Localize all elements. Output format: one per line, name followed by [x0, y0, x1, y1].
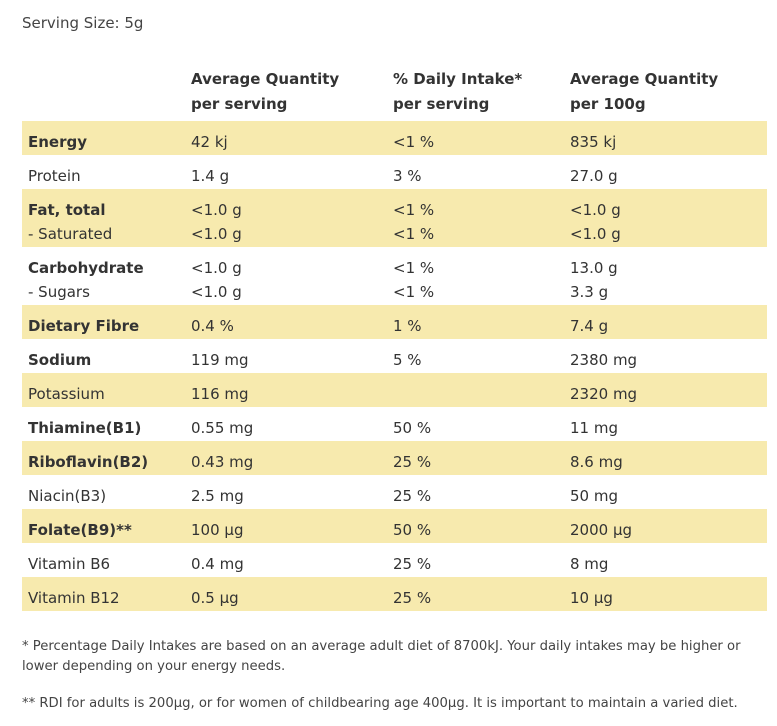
per-100g-value: 8 mg: [570, 555, 609, 573]
value-sub: 3.3 g: [570, 283, 609, 301]
per-100g-value: 2000 µg: [570, 521, 633, 539]
footnote-daily-intake: * Percentage Daily Intakes are based on …: [22, 639, 741, 674]
serving-size: Serving Size: 5g: [22, 14, 144, 32]
nutrient-sub: - Saturated: [28, 225, 113, 243]
value-main: <1.0 g: [570, 201, 621, 219]
table-row: Vitamin B6 0.4 mg 25 % 8 mg: [22, 543, 767, 577]
daily-intake-value: 1 %: [393, 317, 422, 335]
nutrient-sub: - Sugars: [28, 283, 90, 301]
daily-intake-value: 5 %: [393, 351, 422, 369]
value-main: <1.0 g: [191, 259, 242, 277]
nutrient-name: Carbohydrate - Sugars: [28, 256, 144, 304]
header-line: Average Quantity: [570, 70, 719, 88]
header-daily-intake: % Daily Intake* per serving: [393, 67, 522, 117]
table-row: Folate(B9)** 100 µg 50 % 2000 µg: [22, 509, 767, 543]
table-row: Riboflavin(B2) 0.43 mg 25 % 8.6 mg: [22, 441, 767, 475]
table-row: Potassium 116 mg 2320 mg: [22, 373, 767, 407]
daily-intake-value: <1 %: [393, 133, 435, 151]
per-100g-value: 2320 mg: [570, 385, 638, 403]
value-main: <1 %: [393, 259, 435, 277]
value-main: <1 %: [393, 201, 435, 219]
header-avg-qty-per-100g: Average Quantity per 100g: [570, 67, 718, 117]
per-100g-value: 2380 mg: [570, 351, 638, 369]
daily-intake-value: 25 %: [393, 589, 432, 607]
per-serving-value: 0.4 %: [191, 317, 234, 335]
per-100g-value: 8.6 mg: [570, 453, 623, 471]
nutrient-name: Sodium: [28, 351, 92, 369]
per-serving-value: 0.4 mg: [191, 555, 244, 573]
nutrient-main: Carbohydrate: [28, 259, 144, 277]
daily-intake-value: 25 %: [393, 555, 432, 573]
per-serving-value: 116 mg: [191, 385, 249, 403]
value-main: <1.0 g: [191, 201, 242, 219]
daily-intake-value: 50 %: [393, 521, 432, 539]
per-serving-value: <1.0 g <1.0 g: [191, 198, 242, 246]
table-row: Carbohydrate - Sugars <1.0 g <1.0 g <1 %…: [22, 247, 767, 305]
nutrient-main: Fat, total: [28, 201, 106, 219]
per-serving-value: 42 kj: [191, 133, 228, 151]
value-sub: <1 %: [393, 283, 435, 301]
daily-intake-value: <1 % <1 %: [393, 256, 434, 304]
table-row: Sodium 119 mg 5 % 2380 mg: [22, 339, 767, 373]
per-serving-value: 2.5 mg: [191, 487, 244, 505]
daily-intake-value: <1 % <1 %: [393, 198, 434, 246]
per-serving-value: 0.43 mg: [191, 453, 254, 471]
header-line: % Daily Intake*: [393, 70, 523, 88]
nutrient-name: Potassium: [28, 385, 105, 403]
nutrient-name: Dietary Fibre: [28, 317, 140, 335]
nutrient-name: Protein: [28, 167, 81, 185]
nutrient-name: Fat, total - Saturated: [28, 198, 112, 246]
nutrition-table: Energy 42 kj <1 % 835 kj Protein 1.4 g 3…: [22, 121, 767, 611]
per-100g-value: 7.4 g: [570, 317, 609, 335]
nutrient-name: Niacin(B3): [28, 487, 107, 505]
footnote-rdi: ** RDI for adults is 200µg, or for women…: [22, 696, 738, 711]
per-serving-value: 1.4 g: [191, 167, 230, 185]
per-serving-value: 100 µg: [191, 521, 244, 539]
per-100g-value: 10 µg: [570, 589, 613, 607]
daily-intake-value: 3 %: [393, 167, 422, 185]
per-100g-value: 13.0 g 3.3 g: [570, 256, 618, 304]
per-serving-value: 119 mg: [191, 351, 249, 369]
value-sub: <1.0 g: [570, 225, 621, 243]
nutrient-name: Folate(B9)**: [28, 521, 132, 539]
table-row: Energy 42 kj <1 % 835 kj: [22, 121, 767, 155]
header-line: per serving: [191, 95, 288, 113]
daily-intake-value: 25 %: [393, 453, 432, 471]
per-serving-value: <1.0 g <1.0 g: [191, 256, 242, 304]
nutrient-name: Thiamine(B1): [28, 419, 142, 437]
per-100g-value: 50 mg: [570, 487, 618, 505]
table-row: Niacin(B3) 2.5 mg 25 % 50 mg: [22, 475, 767, 509]
nutrient-name: Energy: [28, 133, 88, 151]
per-100g-value: 835 kj: [570, 133, 617, 151]
per-100g-value: 27.0 g: [570, 167, 618, 185]
daily-intake-value: 50 %: [393, 419, 432, 437]
header-line: per serving: [393, 95, 490, 113]
nutrient-name: Vitamin B6: [28, 555, 111, 573]
value-sub: <1.0 g: [191, 225, 242, 243]
value-sub: <1.0 g: [191, 283, 242, 301]
table-row: Vitamin B12 0.5 µg 25 % 10 µg: [22, 577, 767, 611]
per-100g-value: <1.0 g <1.0 g: [570, 198, 621, 246]
header-avg-qty-per-serving: Average Quantity per serving: [191, 67, 339, 117]
value-main: 13.0 g: [570, 259, 618, 277]
per-serving-value: 0.5 µg: [191, 589, 239, 607]
table-row: Protein 1.4 g 3 % 27.0 g: [22, 155, 767, 189]
table-row: Fat, total - Saturated <1.0 g <1.0 g <1 …: [22, 189, 767, 247]
per-100g-value: 11 mg: [570, 419, 618, 437]
header-line: per 100g: [570, 95, 646, 113]
table-row: Dietary Fibre 0.4 % 1 % 7.4 g: [22, 305, 767, 339]
table-row: Thiamine(B1) 0.55 mg 50 % 11 mg: [22, 407, 767, 441]
per-serving-value: 0.55 mg: [191, 419, 254, 437]
nutrient-name: Vitamin B12: [28, 589, 120, 607]
value-sub: <1 %: [393, 225, 435, 243]
daily-intake-value: 25 %: [393, 487, 432, 505]
nutrient-name: Riboflavin(B2): [28, 453, 149, 471]
header-line: Average Quantity: [191, 70, 340, 88]
